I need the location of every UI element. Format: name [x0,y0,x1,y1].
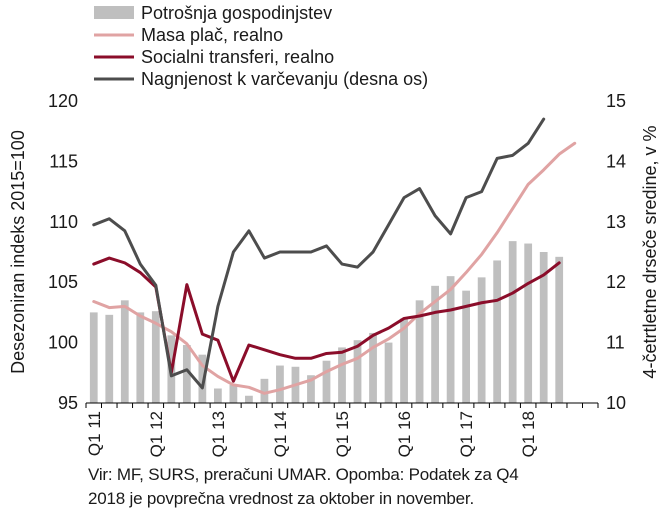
bar-18 [353,340,362,403]
x-tick-label: Q1 18 [519,411,538,457]
x-tick-label: Q1 13 [209,411,228,457]
bar-8 [198,354,207,403]
x-tick-label: Q1 14 [271,411,290,457]
right-y-tick-label: 10 [606,393,626,413]
bar-15 [307,375,315,403]
bar-20 [384,342,393,403]
bar-5 [151,311,160,403]
bar-19 [369,332,377,403]
right-y-tick-label: 12 [606,272,626,292]
bar-22 [415,300,424,403]
right-y-axis-label: 4-četrtletne drseče sredine, v % [640,125,660,378]
right-y-tick-label: 13 [606,212,626,232]
source-note-line-2: 2018 je povprečna vrednost za oktober in… [88,489,474,508]
lines-group [92,117,577,395]
series-line-2 [92,141,577,395]
bar-3 [120,300,129,403]
x-tick-label: Q1 15 [333,411,352,457]
bar-1 [89,312,98,403]
series-line-4 [92,117,546,390]
bar-23 [431,285,439,403]
bar-9 [214,388,222,403]
legend-label-1: Potrošnja gospodinjstev [141,3,332,23]
source-note-line-1: Vir: MF, SURS, preračuni UMAR. Opomba: P… [88,465,519,484]
left-y-tick-label: 115 [49,151,78,171]
bar-2 [105,314,114,403]
bar-31 [555,256,564,403]
right-y-tick-label: 14 [606,151,626,171]
legend-label-2: Masa plač, realno [141,25,283,45]
left-y-tick-label: 110 [49,212,78,232]
x-tick-label: Q1 17 [457,411,476,457]
left-y-tick-label: 105 [48,272,78,292]
right-y-tick-label: 11 [606,333,625,353]
left-y-axis-label: Desezoniran indeks 2015=100 [8,130,28,374]
bar-24 [446,276,455,403]
bar-12 [260,378,269,403]
bar-4 [136,312,145,403]
bar-21 [400,318,408,403]
left-y-tick-label: 120 [48,91,78,111]
left-y-tick-label: 95 [58,393,78,413]
bar-30 [539,252,548,403]
bar-27 [493,260,502,403]
legend-swatch-1 [94,6,134,19]
bar-16 [322,360,331,403]
bar-26 [477,277,486,403]
x-tick-label: Q1 16 [395,411,414,457]
left-y-tick-label: 100 [48,333,78,353]
bar-28 [508,241,517,403]
bar-29 [524,243,533,403]
chart-canvas: Q1 11 Q1 12 Q1 13 Q1 14 Q1 15 Q1 16 Q1 17 Q1 18… [8,3,660,457]
legend-label-4: Nagnjenost k varčevanju (desna os) [141,69,428,89]
source-note: Vir: MF, SURS, preračuni UMAR. Opomba: P… [88,463,648,511]
bar-17 [338,347,346,403]
bar-10 [229,384,238,403]
bar-13 [276,365,284,403]
right-y-tick-label: 15 [606,91,626,111]
legend-label-3: Socialni transferi, realno [141,47,334,67]
x-tick-label: Q1 12 [147,411,166,457]
bar-11 [245,395,253,403]
axes-group: Q1 11 Q1 12 Q1 13 Q1 14 Q1 15 Q1 16 Q1 17 Q1 18… [8,91,660,457]
x-tick-label: Q1 11 [85,411,104,456]
bar-7 [182,345,191,403]
bar-25 [462,290,470,403]
